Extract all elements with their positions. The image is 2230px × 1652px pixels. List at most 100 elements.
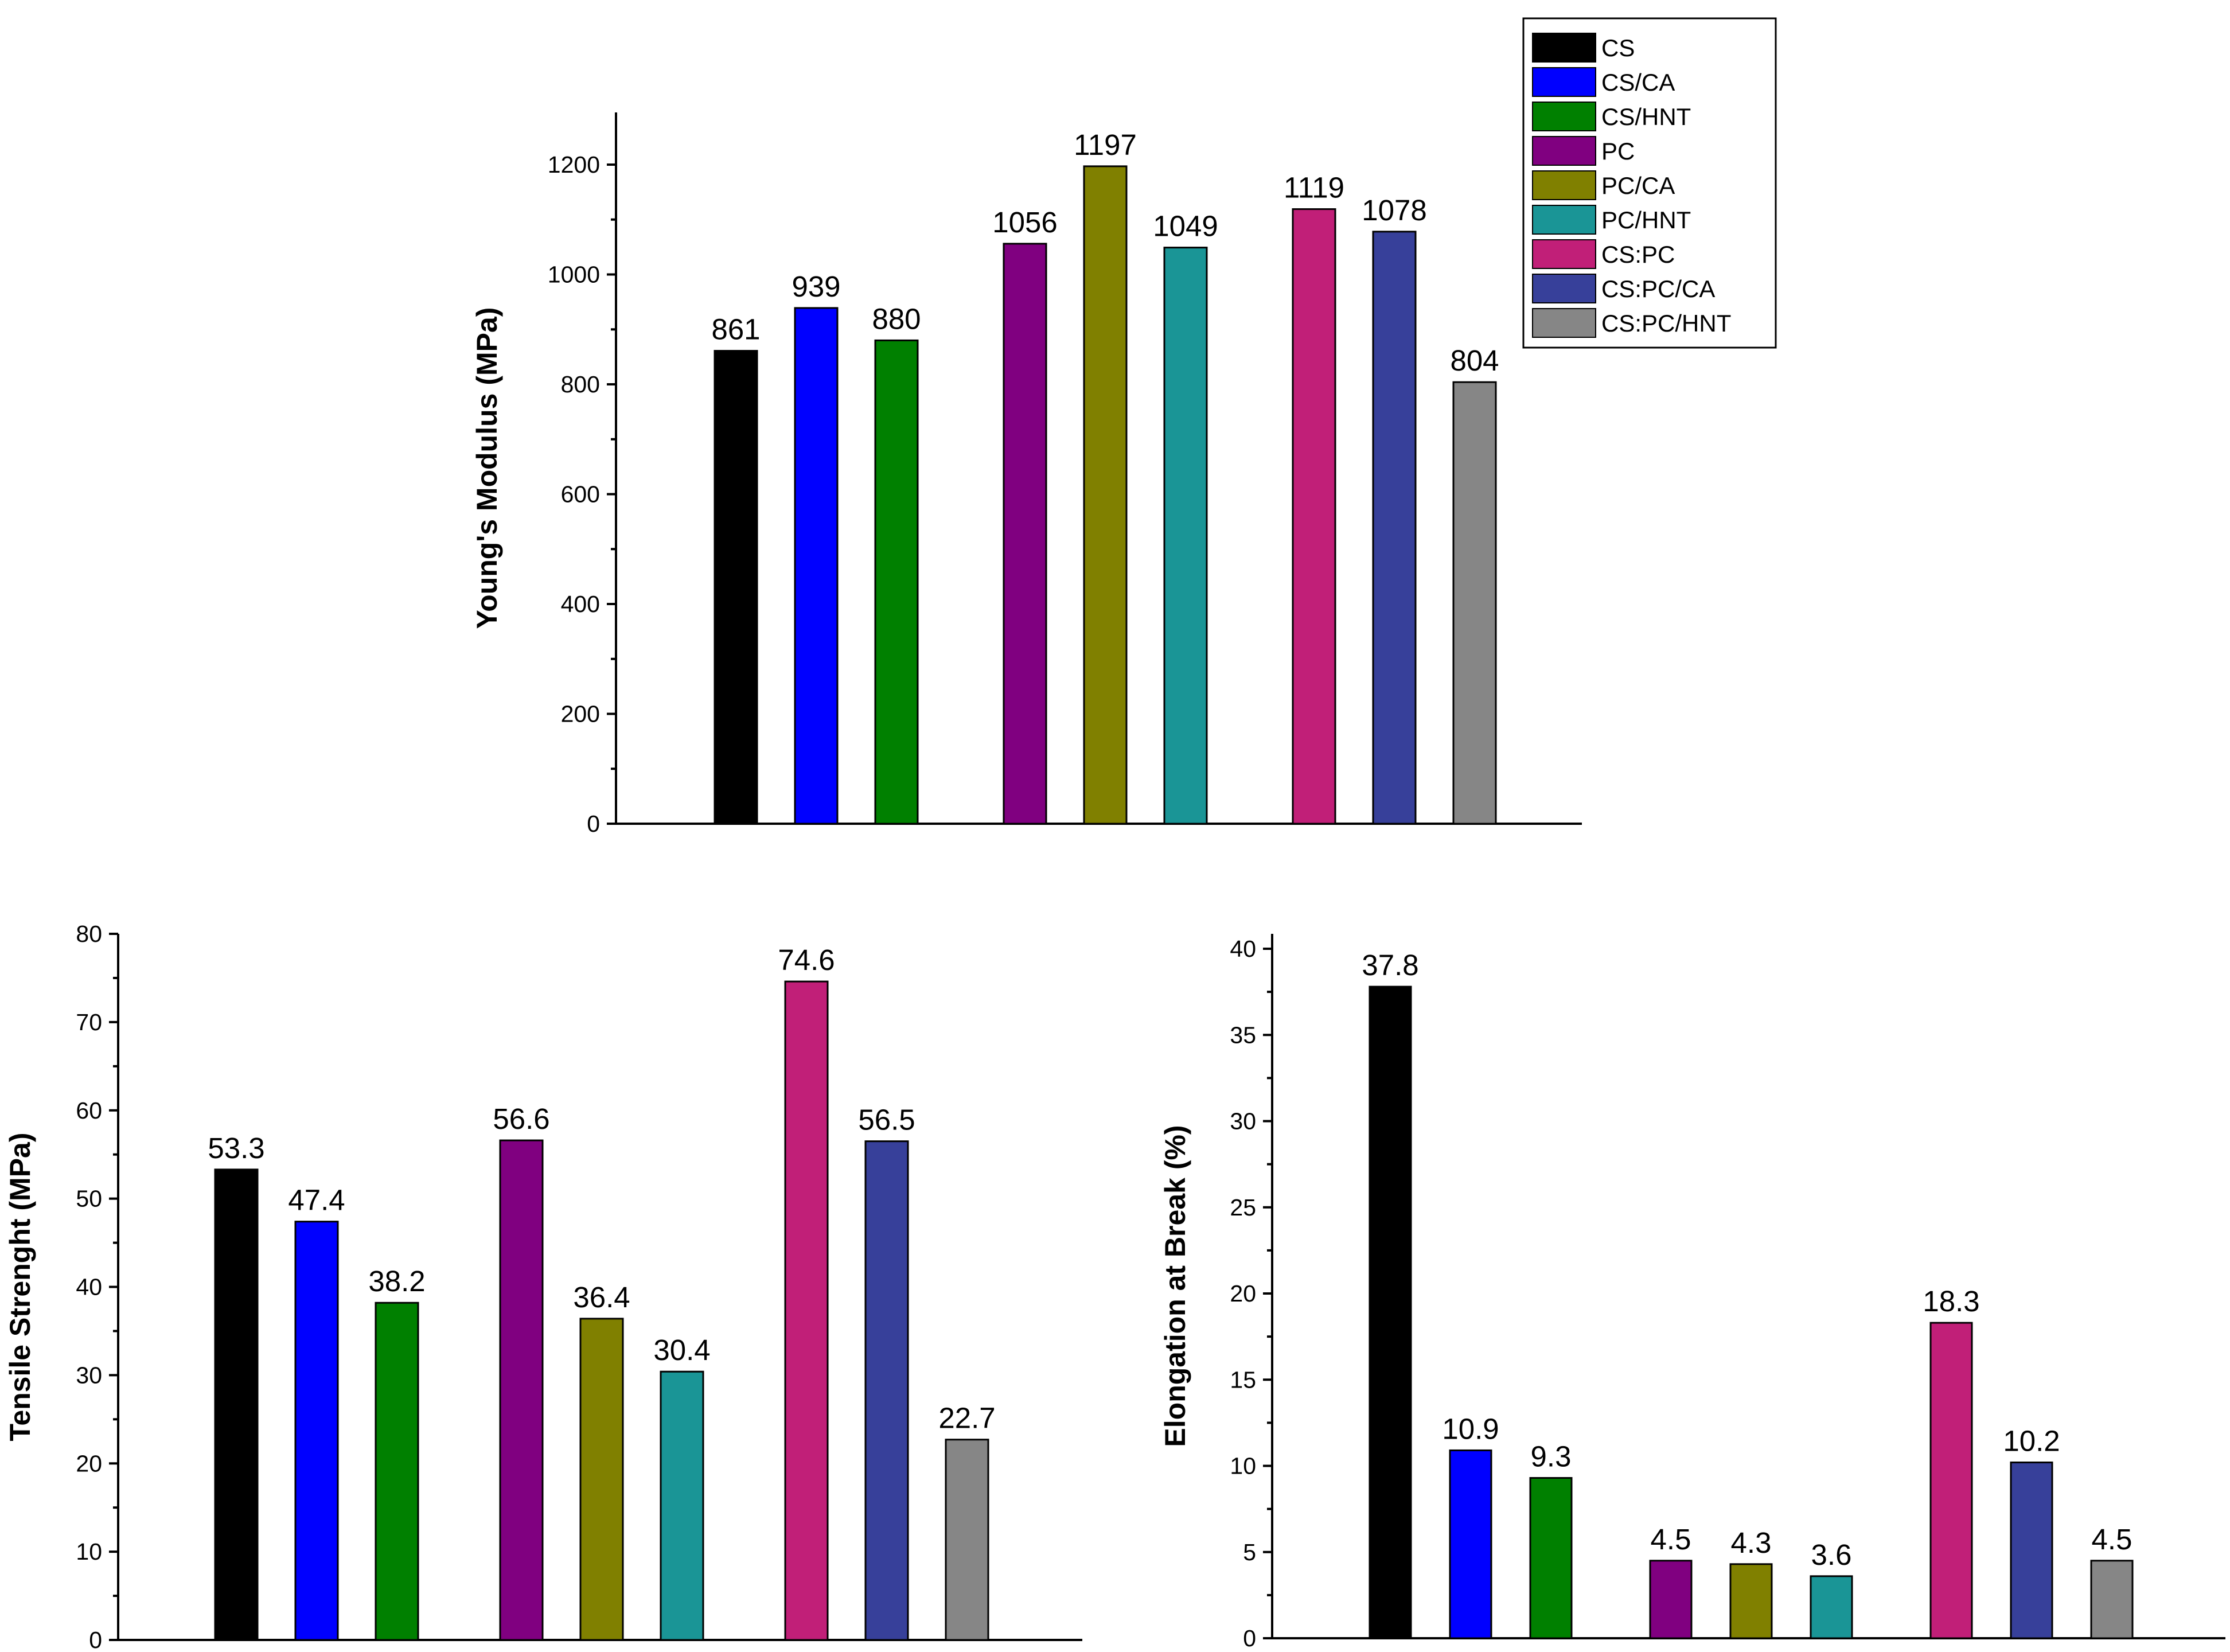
legend-item: CS/HNT [1532,102,1691,131]
legend-label: CS/CA [1601,69,1675,96]
legend-label: PC/HNT [1601,206,1691,233]
y-axis-title: Young's Modulus (MPa) [471,307,503,629]
data-label: 861 [711,313,760,346]
y-tick-label: 200 [561,701,600,727]
y-tick-label: 25 [1230,1194,1256,1221]
legend-label: PC/CA [1601,172,1675,199]
data-label: 10.2 [2003,1424,2060,1457]
legend-swatch [1532,274,1596,303]
bar-cs-pc [1929,1322,1973,1639]
data-label: 4.5 [1651,1523,1691,1556]
legend-swatch [1532,136,1596,166]
legend-swatch [1532,239,1596,269]
data-label: 37.8 [1362,949,1418,981]
data-label: 56.6 [493,1102,549,1135]
y-tick-label: 10 [1230,1453,1256,1479]
legend-swatch [1532,170,1596,200]
y-tick-label: 600 [561,481,600,508]
data-label: 30.4 [653,1334,710,1366]
bar-cs-ca [294,1221,339,1641]
legend-swatch [1532,308,1596,338]
bar-cs-ca [1449,1449,1492,1639]
data-label: 4.3 [1731,1526,1772,1559]
y-tick-label: 0 [89,1627,102,1652]
bar-cs-pc-ca [1372,231,1417,825]
bar-cs-pc-ca [2010,1461,2053,1639]
bar-cs-hnt [874,339,919,825]
data-label: 22.7 [938,1402,995,1435]
data-label: 18.3 [1923,1285,1979,1318]
y-tick-label: 35 [1230,1022,1256,1048]
legend: CS CS/CA CS/HNT PC PC/CA PC/HNT CS:PC CS:PC/CA C… [1522,17,1777,349]
legend-label: CS:PC/HNT [1601,310,1731,337]
bar-pc [1649,1560,1693,1639]
data-label: 56.5 [858,1104,915,1136]
legend-item: PC/CA [1532,170,1675,200]
y-tick-label: 1000 [548,262,600,288]
bar-pc-hnt [1163,247,1208,825]
data-label: 4.5 [2092,1523,2132,1556]
y-tick-label: 70 [76,1009,102,1035]
chart-elongation-at-break: 0 5 10 15 20 25 30 35 40 Elongation at Break (%) 3… [1159,934,2225,1651]
y-tick-label: 800 [561,371,600,398]
y-axis-title: Tensile Strenght (MPa) [4,1132,36,1441]
legend-label: CS [1601,34,1635,61]
y-tick-label: 1200 [548,151,600,178]
y-tick-label: 60 [76,1097,102,1124]
y-tick-label: 30 [76,1362,102,1388]
y-tick-label: 5 [1243,1539,1256,1565]
legend-item: CS/CA [1532,67,1675,97]
bar-pc-hnt [660,1370,704,1641]
data-label: 36.4 [573,1281,630,1314]
bar-pc-hnt [1810,1575,1853,1639]
y-tick-label: 80 [76,921,102,947]
legend-item: CS:PC [1532,239,1675,269]
data-label: 10.9 [1442,1412,1499,1445]
legend-label: CS:PC/CA [1601,275,1715,302]
bar-cs [1369,985,1412,1639]
bar-cs-hnt [1529,1477,1573,1639]
legend-label: PC [1601,138,1635,165]
y-tick-label: 0 [587,811,600,837]
chart-youngs-modulus: 0 200 400 600 800 1000 1200 Young's Modulus (MP… [471,112,1582,837]
bar-cs-pc [784,980,829,1641]
data-label: 1078 [1362,194,1426,227]
legend-label: CS:PC [1601,241,1675,268]
bar-cs-pc-ca [864,1140,909,1641]
legend-item: CS [1532,33,1635,63]
data-label: 9.3 [1531,1440,1572,1473]
bar-cs-pc-hnt [1452,381,1497,825]
data-label: 53.3 [208,1132,264,1164]
data-label: 1119 [1284,172,1344,204]
y-tick-label: 40 [1230,936,1256,962]
legend-swatch [1532,33,1596,63]
data-label: 38.2 [368,1265,425,1298]
y-tick-label: 15 [1230,1366,1256,1393]
bar-cs-ca [794,307,839,825]
data-label: 74.6 [778,944,835,976]
bar-pc-ca [1729,1563,1773,1639]
bar-cs-pc [1292,208,1336,825]
legend-item: CS:PC/CA [1532,274,1715,303]
data-label: 3.6 [1811,1538,1852,1571]
y-tick-label: 400 [561,591,600,617]
bar-cs [214,1168,259,1641]
bar-cs [714,350,758,825]
legend-item: PC/HNT [1532,205,1691,235]
y-tick-label: 50 [76,1186,102,1212]
legend-label: CS/HNT [1601,103,1691,130]
bar-pc-ca [1083,165,1128,825]
data-label: 1197 [1074,128,1137,161]
data-label: 804 [1450,344,1499,377]
data-label: 880 [872,302,921,335]
bar-pc [1003,243,1047,825]
y-axis-title: Elongation at Break (%) [1159,1125,1191,1447]
legend-swatch [1532,67,1596,97]
y-tick-label: 30 [1230,1108,1256,1135]
data-label: 47.4 [288,1184,345,1217]
bar-pc-ca [579,1318,624,1641]
y-tick-label: 10 [76,1538,102,1565]
bar-pc [499,1139,544,1641]
